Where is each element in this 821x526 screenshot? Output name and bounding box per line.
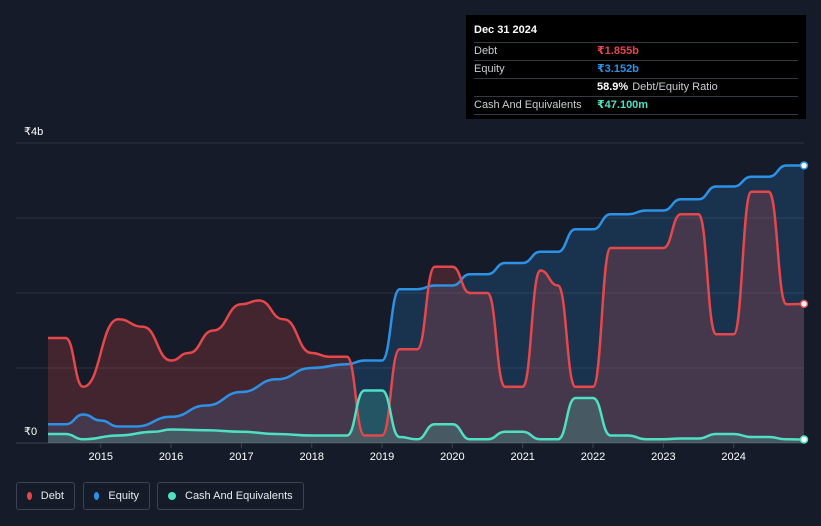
series-endpoints [799,161,809,444]
tooltip-cash-value: ₹47.100m [597,99,649,111]
y-axis-top-label: ₹4b [24,126,43,138]
equity-endpoint [799,161,809,170]
equity-legend-dot-icon [94,492,100,500]
legend-label-equity: Equity [108,490,139,502]
tooltip-row-debt: Debt ₹1.855b [474,43,798,61]
tooltip-equity-value: ₹3.152b [597,63,639,75]
tooltip-ratio-caption: Debt/Equity Ratio [632,81,718,93]
tooltip-debt-value: ₹1.855b [597,45,639,57]
legend-item-equity[interactable]: Equity [83,482,150,510]
tooltip-row-equity: Equity ₹3.152b [474,61,798,79]
legend-label-cash: Cash And Equivalents [185,490,293,502]
x-tick-label-2024: 2024 [721,451,745,463]
x-tick-label-2018: 2018 [299,451,323,463]
y-axis-zero-label: ₹0 [24,426,37,438]
x-tick-label-2021: 2021 [510,451,534,463]
x-tick-label-2023: 2023 [651,451,675,463]
x-tick-label-2015: 2015 [89,451,113,463]
cash-and-equivalents-endpoint [799,435,809,444]
legend-label-debt: Debt [40,490,64,502]
tooltip-ratio-label [474,79,597,96]
x-tick-label-2016: 2016 [159,451,183,463]
equity-line [48,164,804,428]
x-tick-label-2017: 2017 [229,451,253,463]
legend-item-cash[interactable]: Cash And Equivalents [157,482,304,510]
tooltip-equity-label: Equity [474,63,505,75]
x-axis-ticks: 2015 2016 2017 2018 2019 2020 2021 2022 2023 2024 [89,443,746,463]
debt-legend-dot-icon [27,492,32,500]
debt-endpoint [799,299,809,309]
tooltip-cash-label: Cash And Equivalents [474,99,582,111]
tooltip-ratio-value: 58.9% [597,81,629,93]
grid-lines [16,142,804,444]
legend-item-debt[interactable]: Debt [16,482,75,510]
x-tick-label-2020: 2020 [440,451,464,463]
x-tick-label-2022: 2022 [581,451,605,463]
cash-and-equivalents-line [48,389,805,441]
x-tick-label-2019: 2019 [370,451,394,463]
tooltip-panel: Dec 31 2024 Debt ₹1.855b Equity ₹3.152b … [466,15,806,119]
debt-line [47,190,805,437]
cash-legend-dot-icon [168,492,176,500]
tooltip-row-cash: Cash And Equivalents ₹47.100m [474,97,798,115]
series-lines [47,164,805,441]
tooltip-date: Dec 31 2024 [474,23,798,43]
tooltip-debt-label: Debt [474,45,498,57]
tooltip-row-ratio: 58.9% Debt/Equity Ratio [474,79,798,97]
